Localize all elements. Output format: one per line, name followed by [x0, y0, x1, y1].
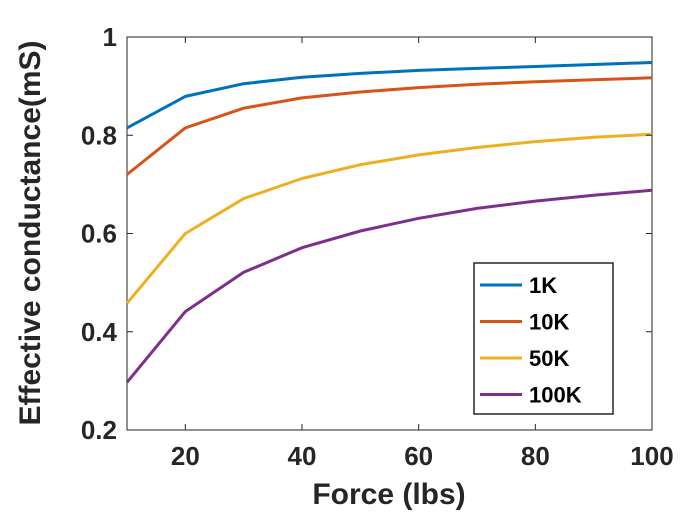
legend-label-50k: 50K	[529, 346, 569, 371]
y-tick-label: 1	[103, 22, 117, 52]
y-tick-label: 0.6	[81, 219, 117, 249]
x-axis-label: Force (lbs)	[312, 478, 465, 511]
tick-labels: 20 40 60 80 100 0.2 0.4 0.6 0.8 1	[81, 22, 674, 471]
legend-label-100k: 100K	[529, 383, 582, 408]
series-line-1k	[126, 61, 653, 130]
legend-label-10k: 10K	[529, 310, 569, 335]
y-tick-label: 0.4	[81, 317, 118, 347]
series-line-50k	[125, 132, 653, 305]
x-tick-label: 100	[630, 441, 673, 471]
x-tick-label: 20	[171, 441, 200, 471]
x-tick-label: 80	[521, 441, 550, 471]
legend: 1K 10K 50K 100K	[473, 262, 614, 415]
y-tick-label: 0.2	[81, 415, 117, 445]
y-tick-label: 0.8	[81, 120, 117, 150]
legend-box	[473, 262, 614, 415]
series-line-10k	[126, 76, 653, 176]
axis-ticks	[127, 36, 653, 431]
series-lines	[125, 61, 653, 384]
x-tick-label: 40	[288, 441, 317, 471]
series-line-100k	[125, 188, 653, 384]
y-axis-label: Effective conductance(mS)	[14, 40, 47, 425]
x-tick-label: 60	[404, 441, 433, 471]
legend-label-1k: 1K	[529, 273, 557, 298]
